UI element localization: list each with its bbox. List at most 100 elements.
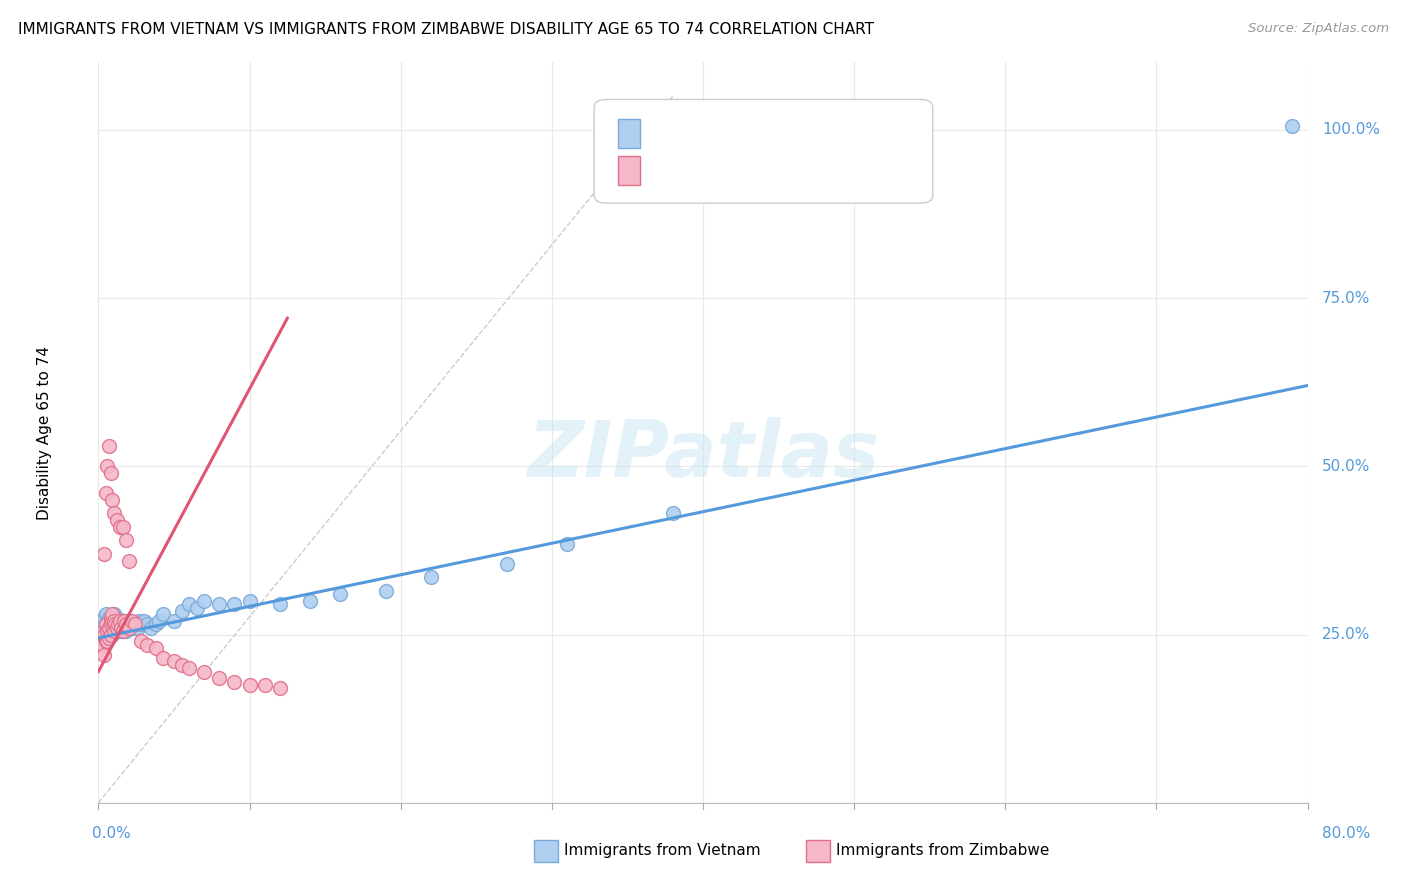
- Point: [98, 617, 121, 632]
- Point: [179, 597, 201, 611]
- Point: [96, 617, 118, 632]
- Point: [420, 570, 443, 584]
- Point: [208, 671, 231, 685]
- Point: [96, 634, 118, 648]
- Point: [128, 614, 150, 628]
- Text: 50.0%: 50.0%: [1322, 458, 1371, 474]
- Point: [111, 624, 134, 639]
- Point: [661, 507, 683, 521]
- Point: [145, 617, 167, 632]
- Bar: [806, 840, 830, 862]
- Point: [101, 614, 124, 628]
- Point: [93, 627, 115, 641]
- Point: [107, 617, 129, 632]
- Point: [96, 614, 118, 628]
- Point: [121, 621, 143, 635]
- Point: [163, 655, 186, 669]
- Point: [100, 627, 122, 641]
- Point: [104, 614, 127, 628]
- Point: [115, 614, 138, 628]
- Point: [93, 610, 115, 624]
- Point: [104, 621, 127, 635]
- Point: [299, 594, 322, 608]
- Point: [110, 614, 132, 628]
- Point: [100, 621, 122, 635]
- Point: [98, 610, 121, 624]
- Point: [186, 600, 208, 615]
- Point: [98, 621, 121, 635]
- Point: [110, 621, 132, 635]
- Point: [91, 638, 114, 652]
- Point: [100, 466, 122, 480]
- Text: Immigrants from Vietnam: Immigrants from Vietnam: [564, 844, 761, 858]
- Point: [239, 678, 262, 692]
- Point: [103, 607, 125, 622]
- Point: [103, 624, 125, 639]
- Text: R = 0.556: R = 0.556: [655, 125, 745, 143]
- FancyBboxPatch shape: [595, 99, 932, 203]
- Point: [141, 621, 163, 635]
- Point: [101, 607, 124, 622]
- Point: [105, 617, 128, 632]
- Text: 80.0%: 80.0%: [1322, 827, 1371, 841]
- Text: N = 42: N = 42: [793, 161, 856, 179]
- Point: [224, 674, 246, 689]
- Point: [105, 610, 128, 624]
- Point: [112, 621, 135, 635]
- Point: [253, 678, 276, 692]
- Point: [103, 507, 125, 521]
- Point: [152, 607, 174, 622]
- Point: [132, 614, 155, 628]
- Point: [127, 621, 149, 635]
- Point: [91, 624, 114, 639]
- Point: [94, 634, 117, 648]
- Point: [555, 536, 578, 550]
- Point: [107, 621, 129, 635]
- Text: 100.0%: 100.0%: [1322, 122, 1381, 137]
- Point: [91, 614, 114, 628]
- Point: [100, 614, 122, 628]
- Bar: [619, 156, 640, 185]
- Text: ZIPatlas: ZIPatlas: [527, 417, 879, 493]
- Point: [105, 513, 128, 527]
- Text: Immigrants from Zimbabwe: Immigrants from Zimbabwe: [837, 844, 1049, 858]
- Point: [111, 617, 134, 632]
- Point: [374, 583, 396, 598]
- Point: [110, 621, 132, 635]
- Text: IMMIGRANTS FROM VIETNAM VS IMMIGRANTS FROM ZIMBABWE DISABILITY AGE 65 TO 74 CORR: IMMIGRANTS FROM VIETNAM VS IMMIGRANTS FR…: [18, 22, 875, 37]
- Point: [239, 594, 262, 608]
- Point: [101, 492, 124, 507]
- Point: [104, 617, 127, 632]
- Point: [495, 557, 517, 571]
- Point: [94, 617, 117, 632]
- Point: [98, 631, 121, 645]
- Point: [100, 617, 122, 632]
- Point: [121, 614, 143, 628]
- Text: Source: ZipAtlas.com: Source: ZipAtlas.com: [1249, 22, 1389, 36]
- Point: [98, 624, 121, 639]
- Point: [129, 634, 152, 648]
- Point: [96, 459, 118, 474]
- Point: [208, 597, 231, 611]
- Point: [135, 638, 157, 652]
- Point: [329, 587, 352, 601]
- Point: [124, 617, 146, 632]
- Point: [90, 627, 112, 641]
- Point: [152, 651, 174, 665]
- Bar: [619, 120, 640, 147]
- Point: [269, 597, 291, 611]
- Point: [148, 614, 170, 628]
- Text: R = 0.509: R = 0.509: [655, 161, 745, 179]
- Text: 0.0%: 0.0%: [93, 827, 131, 841]
- Point: [129, 617, 152, 632]
- Point: [224, 597, 246, 611]
- Point: [108, 614, 131, 628]
- Point: [100, 610, 122, 624]
- Point: [118, 614, 141, 628]
- Point: [269, 681, 291, 696]
- Point: [105, 621, 128, 635]
- Point: [120, 617, 142, 632]
- Point: [94, 607, 117, 622]
- Point: [93, 648, 115, 662]
- Text: Disability Age 65 to 74: Disability Age 65 to 74: [37, 345, 52, 520]
